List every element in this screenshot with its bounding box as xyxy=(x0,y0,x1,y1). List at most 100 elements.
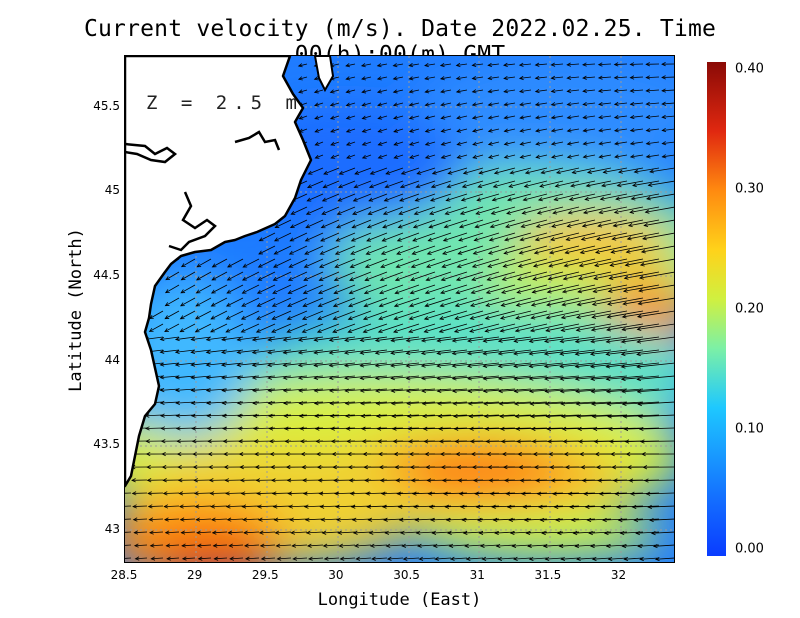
current-arrowhead xyxy=(220,362,226,367)
current-arrowhead xyxy=(642,236,647,241)
current-arrowhead xyxy=(380,264,386,269)
current-arrow xyxy=(307,544,324,547)
current-arrow xyxy=(175,349,196,353)
current-arrow xyxy=(646,193,674,200)
current-arrow xyxy=(545,557,564,560)
current-arrow xyxy=(287,310,308,320)
current-arrow xyxy=(393,89,404,93)
current-arrowhead xyxy=(242,517,248,522)
current-arrow xyxy=(498,375,532,380)
current-arrowhead xyxy=(350,237,356,242)
current-arrow xyxy=(378,154,388,159)
current-arrowhead xyxy=(424,115,430,120)
current-arrowhead xyxy=(313,388,319,393)
current-arrow xyxy=(214,557,228,560)
current-arrowhead xyxy=(362,316,368,321)
current-arrow xyxy=(551,76,564,79)
current-arrow xyxy=(517,271,548,280)
current-arrow xyxy=(529,349,564,355)
current-arrowhead xyxy=(313,401,319,406)
current-arrow xyxy=(528,544,548,547)
current-arrowhead xyxy=(422,413,427,419)
current-arrow xyxy=(513,557,532,560)
current-arrow xyxy=(488,102,500,106)
current-arrowhead xyxy=(472,478,478,483)
current-arrow xyxy=(500,427,532,430)
current-arrowhead xyxy=(471,115,477,120)
current-arrowhead xyxy=(597,75,603,80)
current-arrowhead xyxy=(451,351,457,356)
current-arrow xyxy=(378,310,404,320)
current-arrowhead xyxy=(349,264,355,268)
current-arrow xyxy=(560,336,596,343)
current-arrow xyxy=(302,323,324,333)
current-arrowhead xyxy=(531,289,537,294)
current-arrow xyxy=(320,505,340,508)
current-arrow xyxy=(377,63,388,67)
current-arrowhead xyxy=(606,401,612,406)
current-arrowhead xyxy=(376,89,382,94)
current-arrowhead xyxy=(196,543,202,548)
current-arrow xyxy=(456,63,468,66)
current-arrow xyxy=(614,128,628,132)
current-arrowhead xyxy=(539,517,545,523)
current-arrow xyxy=(433,544,452,547)
current-arrowhead xyxy=(179,315,185,320)
current-arrowhead xyxy=(487,115,493,120)
current-arrow xyxy=(450,557,468,560)
current-arrowhead xyxy=(208,465,213,470)
current-arrowhead xyxy=(613,75,619,80)
current-arrow xyxy=(440,89,452,93)
current-arrowhead xyxy=(409,154,415,159)
current-arrow xyxy=(490,219,516,228)
current-arrow xyxy=(259,531,276,534)
current-arrowhead xyxy=(377,451,383,457)
current-arrowhead xyxy=(390,363,395,368)
current-arrow xyxy=(442,245,468,255)
current-arrow xyxy=(425,128,436,132)
current-arrowhead xyxy=(321,197,327,202)
current-arrowhead xyxy=(440,141,446,146)
current-arrow xyxy=(135,557,148,560)
current-arrow xyxy=(411,258,436,268)
current-arrow xyxy=(445,206,468,215)
current-arrowhead xyxy=(501,276,507,281)
current-arrowhead xyxy=(528,338,534,344)
current-arrowhead xyxy=(393,451,399,457)
current-arrowhead xyxy=(555,517,560,523)
current-arrowhead xyxy=(533,250,539,255)
current-arrowhead xyxy=(313,76,319,81)
current-arrowhead xyxy=(455,76,461,81)
current-arrowhead xyxy=(159,400,165,405)
current-arrowhead xyxy=(563,263,569,268)
current-arrow xyxy=(181,271,196,281)
current-arrow xyxy=(353,193,372,202)
current-arrow xyxy=(303,271,324,281)
current-arrowhead xyxy=(585,183,591,188)
current-arrowhead xyxy=(211,276,217,281)
current-arrow xyxy=(338,531,356,534)
current-arrowhead xyxy=(531,439,537,444)
current-arrow xyxy=(161,427,180,429)
current-arrowhead xyxy=(236,350,242,355)
current-arrow xyxy=(596,232,628,240)
current-arrow xyxy=(345,63,356,67)
current-arrowhead xyxy=(359,388,365,393)
current-arrow xyxy=(562,284,596,293)
current-arrow xyxy=(299,414,324,417)
current-arrow xyxy=(180,297,196,307)
current-arrowhead xyxy=(528,556,534,562)
current-arrowhead xyxy=(194,504,200,509)
current-arrow xyxy=(165,297,180,307)
current-arrow xyxy=(604,531,628,534)
current-arrowhead xyxy=(502,465,508,470)
current-arrowhead xyxy=(145,439,151,444)
current-arrowhead xyxy=(396,491,402,496)
current-arrowhead xyxy=(519,128,525,133)
current-arrow xyxy=(303,297,324,307)
current-arrow xyxy=(221,336,244,341)
current-arrowhead xyxy=(374,350,380,355)
current-arrow xyxy=(460,206,484,215)
current-arrowhead xyxy=(241,504,247,509)
current-arrowhead xyxy=(412,237,418,242)
